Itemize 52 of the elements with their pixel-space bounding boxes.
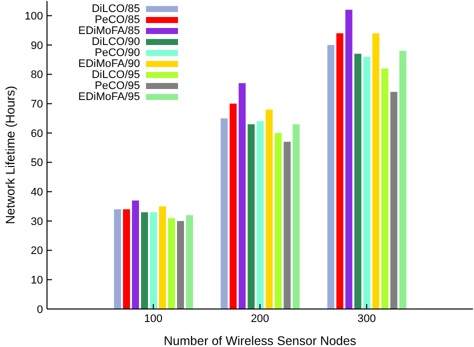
y-tick-label: 100 [24,10,43,23]
bar [381,68,388,309]
y-tick-label: 50 [30,157,43,170]
bar [399,50,406,309]
bar [159,206,166,309]
y-tick-label: 90 [30,40,43,52]
bar [123,209,130,309]
bar [372,33,380,309]
x-tick-label: 200 [250,312,270,325]
bar [141,212,148,309]
legend-label: PeCO/95 [94,80,140,92]
bar [186,215,193,309]
y-axis-title: Network Lifetime (Hours) [3,86,18,224]
x-tick-label: 300 [357,312,376,325]
legend-label: DiLCO/85 [90,3,140,16]
bar [284,142,291,309]
x-tick-label: 100 [144,312,163,325]
x-axis-title: Number of Wireless Sensor Nodes [164,334,356,347]
y-tick-label: 30 [30,216,43,228]
bar [256,121,264,309]
bar [363,56,370,309]
bar [327,45,334,309]
bar [336,33,344,309]
y-tick-label: 40 [30,186,43,199]
legend-label: DiLCO/95 [90,68,140,81]
bar [238,83,246,309]
bar [150,212,157,309]
y-tick-label: 80 [30,69,43,82]
y-tick-label: 70 [30,98,43,111]
bar [230,104,237,309]
bar [274,133,282,309]
y-tick-label: 0 [36,304,43,316]
bar [220,118,228,309]
bar [177,221,184,309]
bar [266,110,273,309]
bar [390,92,398,309]
bar [168,218,175,309]
legend-label: PeCO/90 [94,47,140,60]
legend-label: PeCO/85 [94,14,140,26]
legend-label: EDiMoFA/95 [77,90,140,103]
bar [345,10,352,309]
legend-label: DiLCO/90 [90,36,140,48]
bar [248,124,255,309]
bar [292,124,300,309]
y-tick-label: 10 [30,274,43,287]
bar [114,209,121,309]
y-tick-label: 60 [30,128,43,140]
legend-label: EDiMoFA/90 [77,58,140,70]
legend-label: EDiMoFA/85 [77,25,140,38]
bar [354,54,362,309]
y-tick-label: 20 [30,245,43,258]
bar [132,200,139,309]
